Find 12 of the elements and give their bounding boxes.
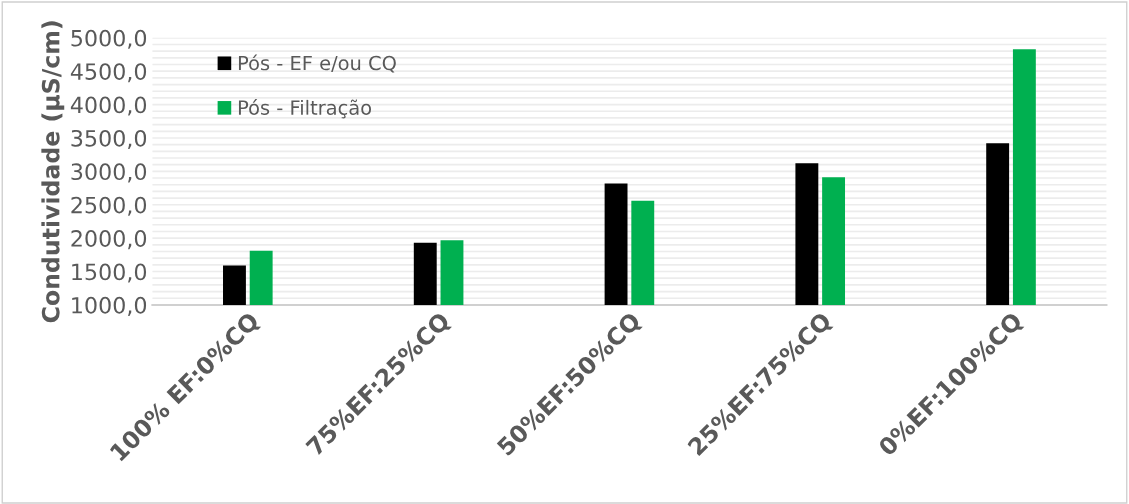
y-tick-label: 1500,0 bbox=[72, 263, 147, 283]
y-tick-label: 3000,0 bbox=[71, 163, 147, 183]
legend-label: Pós - Filtração bbox=[238, 99, 372, 119]
y-tick-label: 2000,0 bbox=[71, 230, 147, 250]
y-tick-label: 5000,0 bbox=[71, 29, 147, 49]
y-tick-label: 4000,0 bbox=[70, 96, 147, 116]
y-tick-label: 1000,0 bbox=[72, 296, 147, 316]
y-axis-title: Condutividade (µS/cm) bbox=[41, 21, 65, 323]
y-tick-label: 2500,0 bbox=[71, 196, 147, 216]
y-tick-label: 3500,0 bbox=[71, 129, 147, 149]
y-tick-label: 4500,0 bbox=[70, 63, 147, 83]
legend-label: Pós - EF e/ou CQ bbox=[238, 54, 396, 73]
